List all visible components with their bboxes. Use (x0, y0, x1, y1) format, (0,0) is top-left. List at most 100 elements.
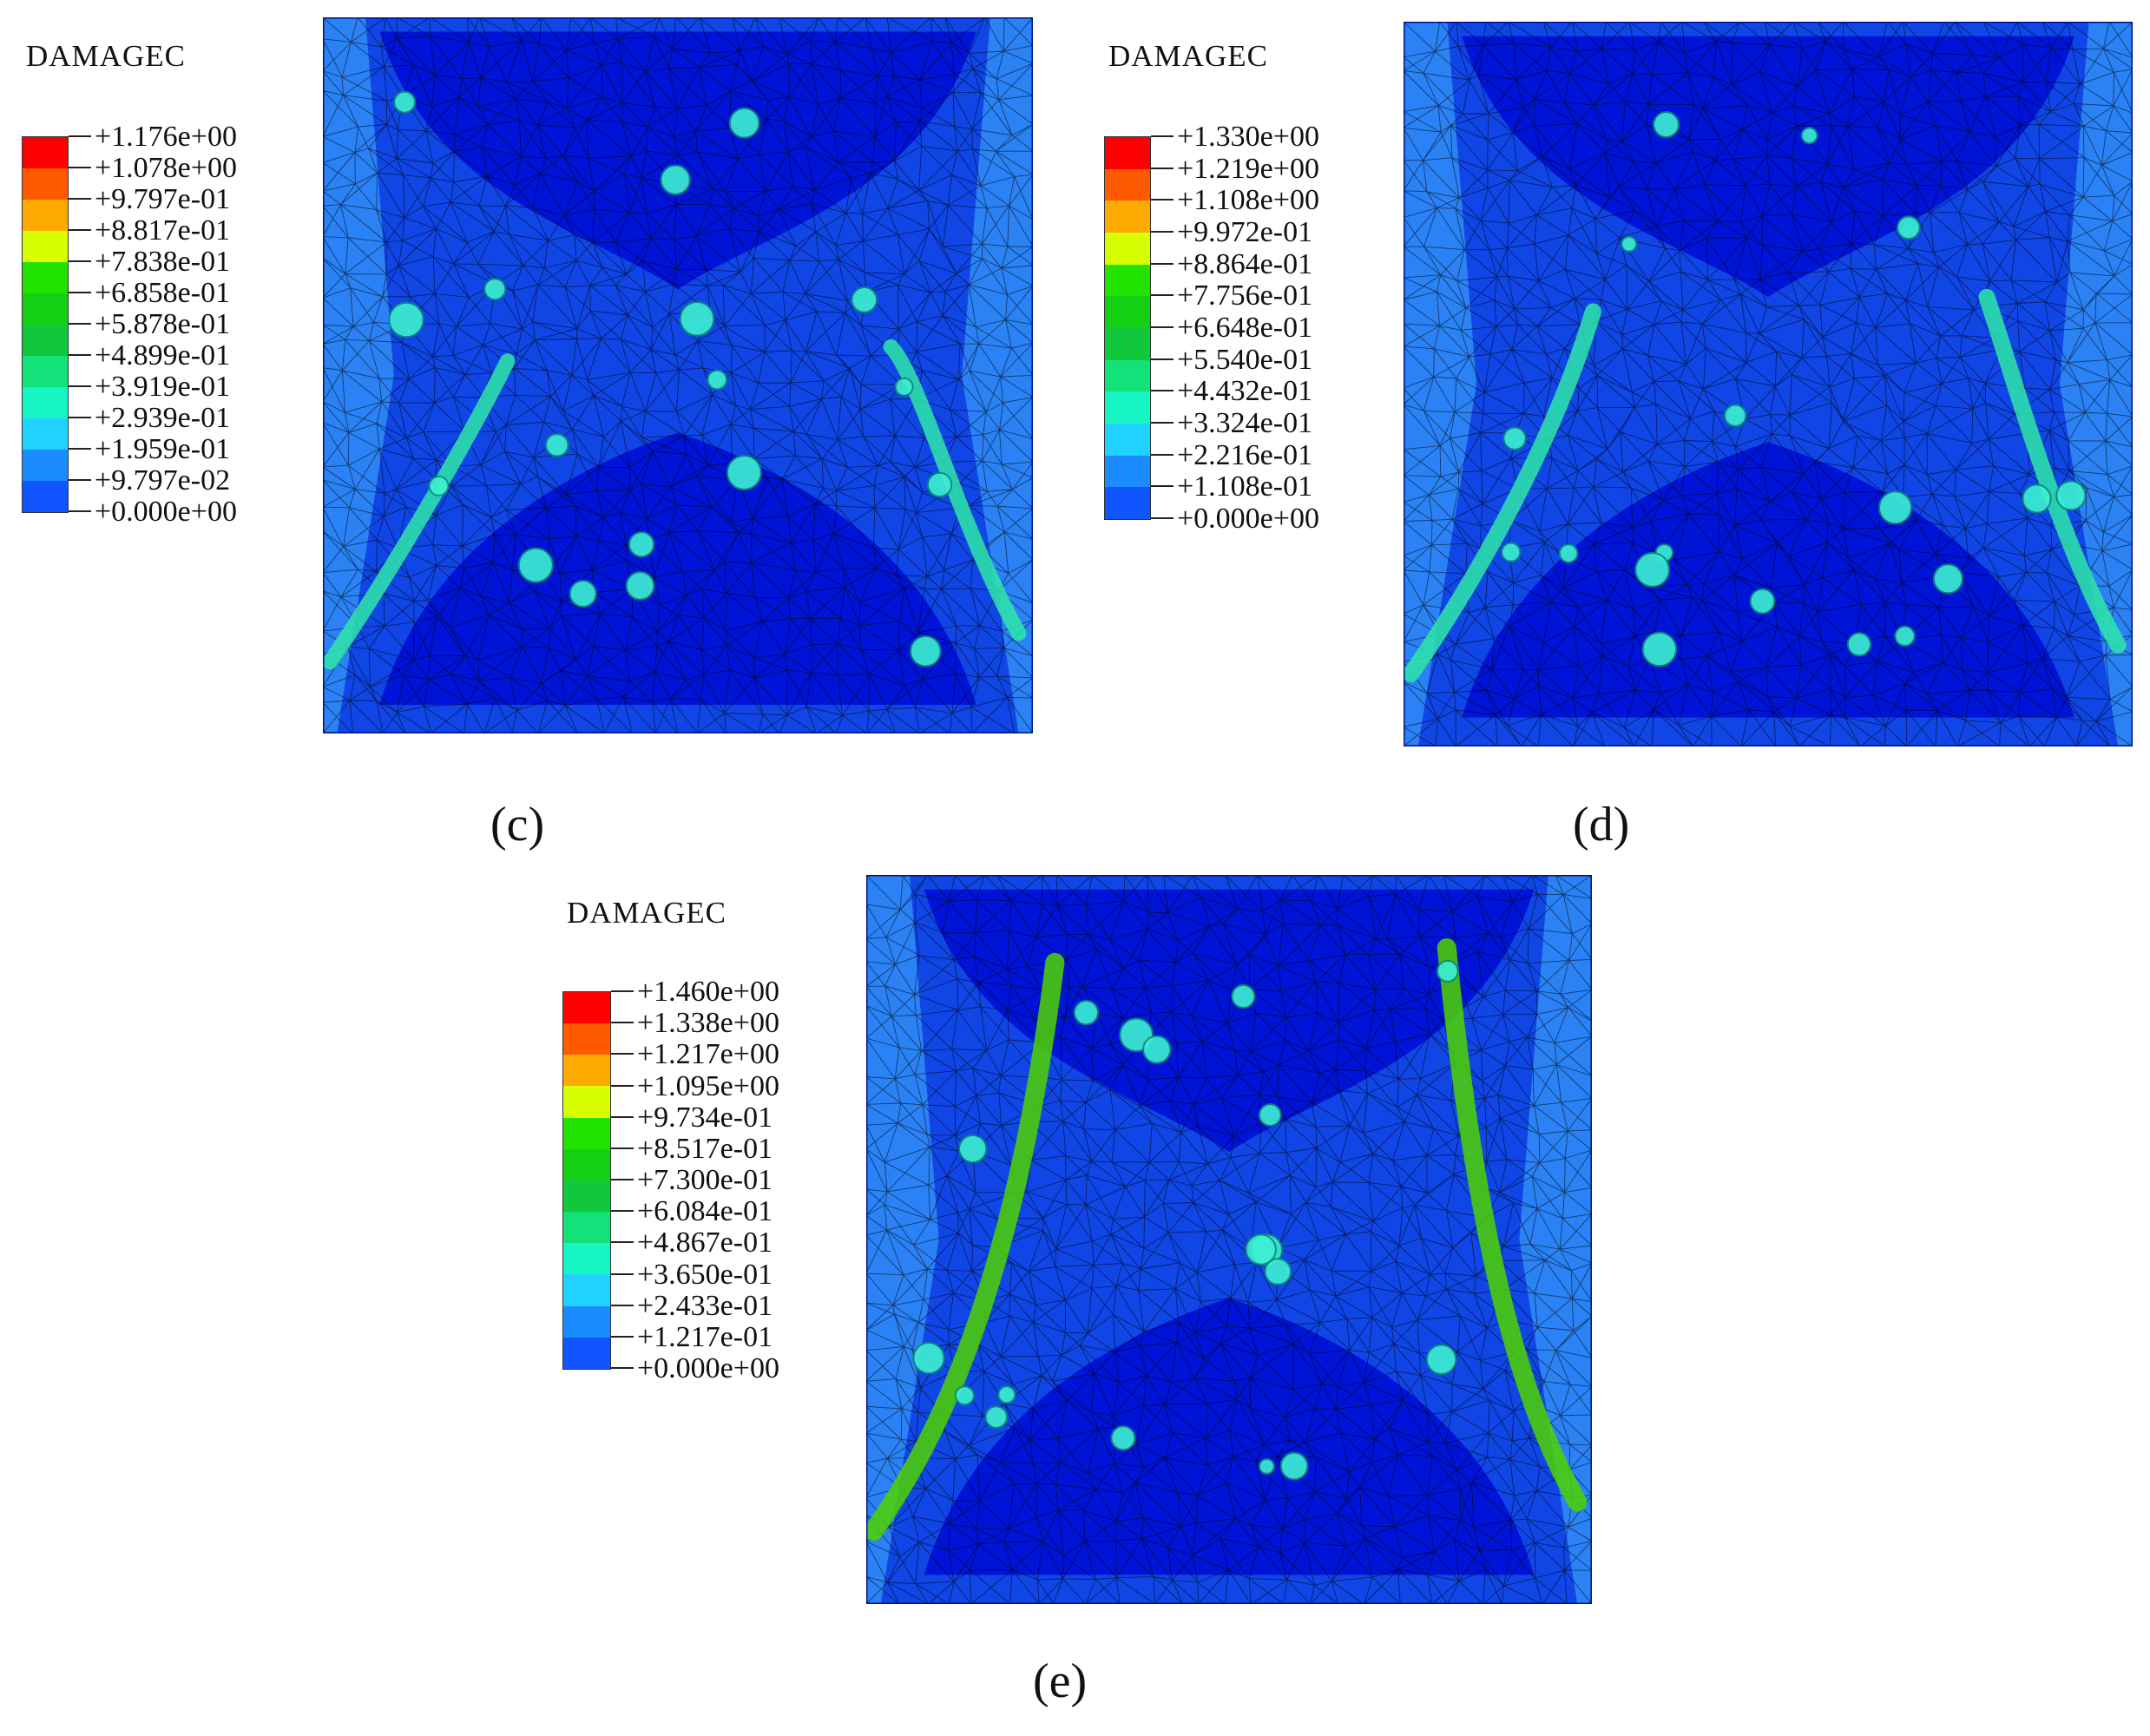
legend-value-label: +8.517e-01 (637, 1132, 773, 1165)
legend-tick (69, 479, 91, 481)
plot-border (1404, 22, 2133, 746)
aggregate-damage-spot (544, 432, 569, 457)
legend-value-label: +7.838e-01 (95, 246, 231, 278)
legend-value-label: +1.460e+00 (637, 976, 779, 1008)
aggregate-damage-spot (679, 300, 715, 337)
legend-tick (1151, 358, 1174, 360)
legend-value-label: +7.756e-01 (1177, 279, 1313, 312)
damage-band-right (883, 339, 1027, 641)
damage-band-left (1404, 303, 1601, 682)
intact-region-bottom (379, 432, 976, 705)
legend-tick (611, 1367, 634, 1369)
caption-c: (c) (490, 798, 545, 852)
legend-value-label: +1.108e+00 (1177, 184, 1319, 217)
aggregate-damage-spot (1634, 552, 1671, 588)
aggregate-damage-spot (1932, 563, 1963, 595)
edge-zone-right (962, 17, 1033, 733)
legend-value-label: +2.216e-01 (1177, 438, 1313, 471)
edge-zone-left (866, 875, 939, 1604)
legend-value-label: +4.432e-01 (1177, 375, 1313, 408)
caption-e: (e) (1033, 1654, 1088, 1708)
legend-swatch (563, 1148, 610, 1180)
legend-title: DAMAGEC (567, 896, 727, 930)
legend-swatch (23, 418, 68, 450)
legend-swatch (1105, 264, 1150, 297)
legend-value-label: +4.899e-01 (95, 339, 231, 372)
legend-value-label: +6.648e-01 (1177, 312, 1313, 344)
legend-swatch (563, 1180, 610, 1213)
legend-swatch (1105, 455, 1150, 488)
legend-swatch (23, 450, 68, 481)
aggregate-damage-spot (1245, 1233, 1277, 1266)
legend-swatch (23, 137, 68, 168)
legend-tick (1151, 231, 1174, 233)
legend-tick (69, 354, 91, 356)
aggregate-damage-spot (1653, 111, 1680, 138)
legend-tick (69, 385, 91, 387)
legend-tick (69, 510, 91, 512)
legend-tick (611, 1147, 634, 1149)
legend-value-label: +1.217e-01 (637, 1320, 773, 1353)
legend-tick (611, 990, 634, 992)
legend-value-label: +1.095e+00 (637, 1069, 779, 1102)
legend-tick (611, 1335, 634, 1338)
legend-tick (1151, 326, 1174, 328)
legend-value-label: +5.878e-01 (95, 308, 231, 340)
aggregate-damage-spot (1641, 631, 1678, 667)
legend-colorbar (1104, 136, 1151, 520)
aggregate-damage-spot (1723, 404, 1747, 428)
legend-swatch (23, 356, 68, 387)
legend-value-label: +1.217e+00 (637, 1038, 779, 1071)
plot-border (323, 17, 1033, 733)
legend-swatch (1105, 296, 1150, 328)
legend-swatch (563, 1274, 610, 1306)
legend-value-label: +4.867e-01 (637, 1226, 773, 1259)
legend-tick (611, 1053, 634, 1055)
legend-tick (611, 1304, 634, 1306)
legend-tick (611, 1241, 634, 1244)
aggregate-damage-spot (954, 1385, 976, 1406)
legend-tick (69, 323, 91, 325)
finite-element-mesh (1404, 22, 2133, 746)
aggregate-damage-spot (628, 531, 655, 558)
legend-tick (1151, 485, 1174, 488)
aggregate-damage-spot (1558, 543, 1579, 563)
damage-band-right (1437, 938, 1588, 1512)
legend-tick (1151, 422, 1174, 424)
legend-value-label: +8.864e-01 (1177, 247, 1313, 280)
legend-tick (1151, 390, 1174, 392)
aggregate-damage-spot (1877, 490, 1913, 525)
legend-value-label: +9.734e-01 (637, 1101, 773, 1134)
legend-tick (1151, 199, 1174, 201)
contour-plot-d (1404, 22, 2133, 746)
legend-colorbar (22, 136, 69, 513)
finite-element-mesh (323, 17, 1033, 733)
aggregate-damage-spot (1436, 959, 1459, 983)
legend-tick (611, 1179, 634, 1180)
aggregate-damage-spot (1264, 1258, 1292, 1286)
aggregate-damage-spot (728, 107, 760, 139)
aggregate-damage-spot (726, 454, 762, 490)
aggregate-damage-spot (483, 278, 507, 301)
legend-swatch (563, 1117, 610, 1149)
aggregate-damage-spot (428, 475, 450, 496)
aggregate-damage-spot (1894, 625, 1916, 647)
legend-swatch (1105, 487, 1150, 519)
legend-colorbar (562, 991, 611, 1370)
aggregate-damage-spot (894, 377, 914, 397)
legend-swatch (23, 387, 68, 418)
legend-tick (69, 167, 91, 168)
legend-value-label: +9.972e-01 (1177, 216, 1313, 248)
legend-tick (1151, 517, 1174, 519)
legend-swatch (23, 325, 68, 356)
legend-value-label: +6.084e-01 (637, 1195, 773, 1228)
aggregate-damage-spot (958, 1134, 988, 1164)
legend-swatch (563, 1337, 610, 1369)
legend-value-label: +9.797e-01 (95, 183, 231, 215)
legend-title: DAMAGEC (26, 39, 186, 73)
legend-value-label: +9.797e-02 (95, 464, 231, 496)
aggregate-damage-spot (1896, 215, 1921, 240)
legend-value-label: +1.330e+00 (1177, 121, 1319, 153)
legend-swatch (563, 1243, 610, 1275)
aggregate-damage-spot (984, 1405, 1009, 1429)
